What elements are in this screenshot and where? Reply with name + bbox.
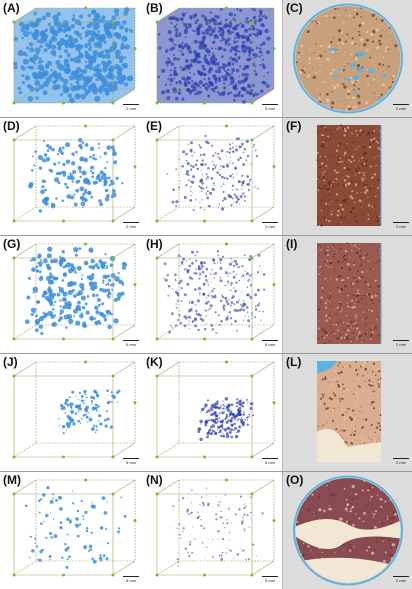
figure-row: (G) 5 mm (H) 5 mm (I) 2 mm	[0, 236, 412, 354]
panel-label: (N)	[146, 473, 163, 487]
pore-volume-render	[155, 478, 276, 577]
scale-bar-label: 5 mm	[126, 342, 136, 347]
panel-label: (I)	[286, 237, 298, 251]
pore-volume-render	[155, 124, 276, 223]
panel-label: (G)	[3, 237, 21, 251]
scale-bar-line	[393, 222, 409, 223]
figure-row: (A) 2 mm (B) 5 mm (C) 2 mm	[0, 0, 412, 118]
panel-label: (K)	[146, 355, 163, 369]
scale-bar: 2 mm	[393, 576, 409, 583]
scale-bar-label: 2 mm	[126, 106, 136, 111]
panel-c-photo: (C) 2 mm	[282, 0, 412, 117]
scale-bar-line	[393, 104, 409, 105]
scale-bar: 5 mm	[262, 458, 278, 465]
sample-photo	[316, 360, 382, 463]
scale-bar-line	[123, 340, 139, 341]
panel-h-3d-render: (H) 5 mm	[143, 236, 282, 353]
panel-l-photo: (L) 2 mm	[282, 354, 412, 471]
scale-bar-line	[123, 576, 139, 577]
panel-b-3d-render: (B) 5 mm	[143, 0, 282, 117]
scale-bar: 5 mm	[123, 576, 139, 583]
scale-bar-line	[123, 458, 139, 459]
scale-bar: 5 mm	[262, 576, 278, 583]
panel-label: (F)	[286, 119, 302, 133]
panel-label: (M)	[3, 473, 21, 487]
pore-volume-render	[12, 6, 137, 105]
pore-volume-render	[12, 360, 137, 459]
scale-bar-label: 5 mm	[126, 578, 136, 583]
scale-bar-label: 5 mm	[126, 460, 136, 465]
panel-g-3d-render: (G) 5 mm	[0, 236, 143, 353]
scale-bar-line	[262, 222, 278, 223]
pore-volume-render	[12, 478, 137, 577]
scale-bar-line	[393, 340, 409, 341]
figure-row: (J) 5 mm (K) 5 mm (L) 2 mm	[0, 354, 412, 472]
scale-bar-label: 5 mm	[265, 342, 275, 347]
scale-bar-label: 2 mm	[396, 224, 406, 229]
scale-bar-label: 5 mm	[265, 578, 275, 583]
scale-bar: 2 mm	[393, 222, 409, 229]
scale-bar-label: 2 mm	[396, 578, 406, 583]
pore-volume-render	[155, 242, 276, 341]
scale-bar-label: 2 mm	[396, 342, 406, 347]
panel-label: (B)	[146, 1, 163, 15]
pore-volume-render	[12, 242, 137, 341]
scale-bar: 2 mm	[262, 222, 278, 229]
scale-bar-line	[262, 340, 278, 341]
panel-label: (A)	[3, 1, 20, 15]
panel-n-3d-render: (N) 5 mm	[143, 472, 282, 589]
scale-bar-label: 5 mm	[265, 460, 275, 465]
scale-bar: 2 mm	[123, 222, 139, 229]
scale-bar-label: 2 mm	[265, 224, 275, 229]
panel-o-photo: (O) 2 mm	[282, 472, 412, 589]
panel-label: (O)	[286, 473, 304, 487]
panel-j-3d-render: (J) 5 mm	[0, 354, 143, 471]
panel-e-3d-render: (E) 2 mm	[143, 118, 282, 235]
scale-bar: 2 mm	[123, 104, 139, 111]
scale-bar-line	[262, 458, 278, 459]
pore-volume-render	[155, 6, 276, 105]
panel-label: (C)	[286, 1, 303, 15]
scale-bar-label: 2 mm	[396, 460, 406, 465]
panel-label: (L)	[286, 355, 302, 369]
scale-bar-line	[393, 576, 409, 577]
panel-label: (E)	[146, 119, 162, 133]
panel-d-3d-render: (D) 2 mm	[0, 118, 143, 235]
panel-label: (J)	[3, 355, 18, 369]
scale-bar: 5 mm	[123, 458, 139, 465]
pore-volume-render	[12, 124, 137, 223]
sample-photo	[316, 124, 382, 227]
figure-row: (M) 5 mm (N) 5 mm (O) 2 mm	[0, 472, 412, 589]
panel-k-3d-render: (K) 5 mm	[143, 354, 282, 471]
panel-i-photo: (I) 2 mm	[282, 236, 412, 353]
scale-bar-line	[262, 576, 278, 577]
panel-m-3d-render: (M) 5 mm	[0, 472, 143, 589]
scale-bar: 5 mm	[262, 340, 278, 347]
scale-bar-label: 2 mm	[396, 106, 406, 111]
scale-bar: 2 mm	[393, 340, 409, 347]
scale-bar-label: 2 mm	[126, 224, 136, 229]
panel-a-3d-render: (A) 2 mm	[0, 0, 143, 117]
panel-label: (D)	[3, 119, 20, 133]
panel-label: (H)	[146, 237, 163, 251]
scale-bar-line	[123, 222, 139, 223]
scale-bar-label: 5 mm	[265, 106, 275, 111]
scale-bar: 5 mm	[262, 104, 278, 111]
panel-f-photo: (F) 2 mm	[282, 118, 412, 235]
scale-bar-line	[262, 104, 278, 105]
scale-bar-line	[123, 104, 139, 105]
scale-bar-line	[393, 458, 409, 459]
sample-photo	[293, 475, 403, 586]
figure-row: (D) 2 mm (E) 2 mm (F) 2 mm	[0, 118, 412, 236]
sample-photo	[317, 242, 382, 344]
pore-volume-render	[155, 360, 276, 459]
scale-bar: 5 mm	[123, 340, 139, 347]
scale-bar: 2 mm	[393, 104, 409, 111]
sample-photo	[293, 3, 403, 114]
scale-bar: 2 mm	[393, 458, 409, 465]
